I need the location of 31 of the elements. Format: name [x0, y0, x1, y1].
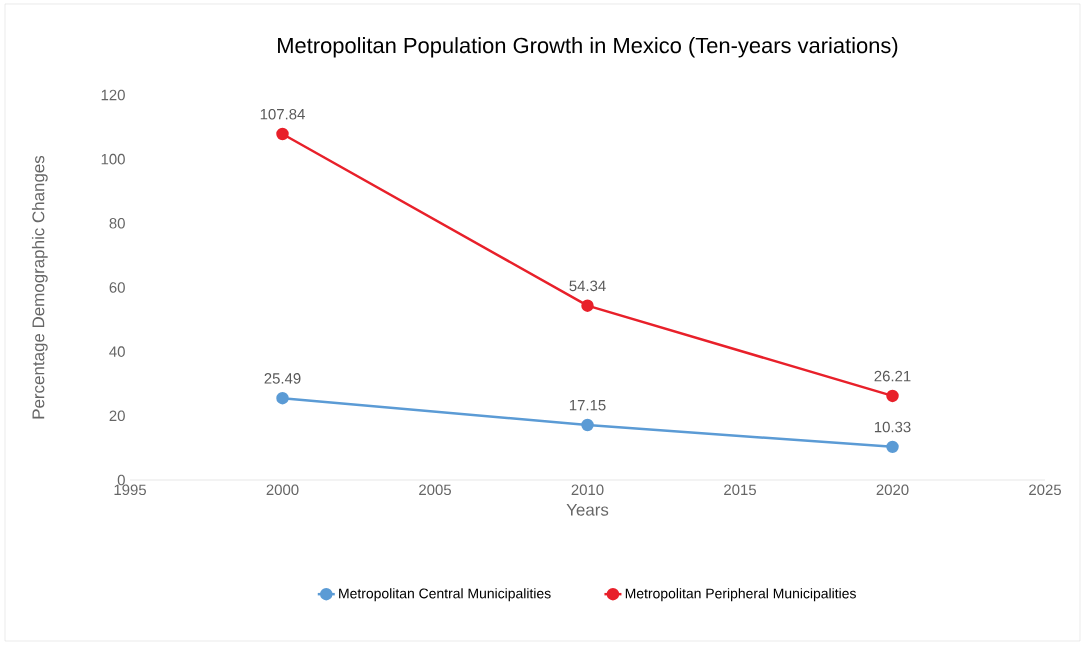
y-tick-label: 20 [109, 410, 125, 422]
x-tick-label: 2015 [724, 484, 756, 496]
data-label: 107.84 [260, 108, 305, 120]
x-tick-label: 2000 [266, 484, 299, 496]
legend-label: Metropolitan Central Municipalities [339, 588, 551, 602]
point [276, 391, 289, 405]
data-label: 17.15 [569, 400, 606, 411]
chart-title: Metropolitan Population Growth in Mexico (Ten-years variations) [278, 37, 898, 58]
y-tick-label: 60 [109, 282, 125, 293]
point [276, 127, 289, 141]
x-tick-label: 2005 [419, 484, 451, 496]
y-axis-title: Percentage Demographic Changes [31, 155, 48, 419]
x-tick-label: 2010 [571, 484, 604, 496]
data-label: 10.33 [874, 421, 911, 433]
data-label: 54.34 [569, 280, 606, 292]
y-tick-label: 120 [101, 89, 125, 101]
point [581, 299, 594, 312]
y-tick-label: 80 [109, 218, 125, 229]
x-tick-label: 2025 [1029, 484, 1061, 496]
point [886, 440, 899, 454]
x-tick-label: 1995 [114, 484, 146, 496]
y-tick-label: 0 [117, 474, 125, 486]
x-axis-title: Years [566, 503, 609, 516]
y-tick-label: 40 [109, 346, 125, 357]
y-tick-label: 100 [101, 153, 125, 165]
point [581, 418, 594, 432]
data-label: 25.49 [264, 373, 301, 384]
data-label: 26.21 [874, 370, 911, 382]
legend-label: Metropolitan Peripheral Municipalities [625, 588, 856, 602]
x-tick-label: 2020 [876, 484, 909, 496]
point [886, 389, 899, 403]
